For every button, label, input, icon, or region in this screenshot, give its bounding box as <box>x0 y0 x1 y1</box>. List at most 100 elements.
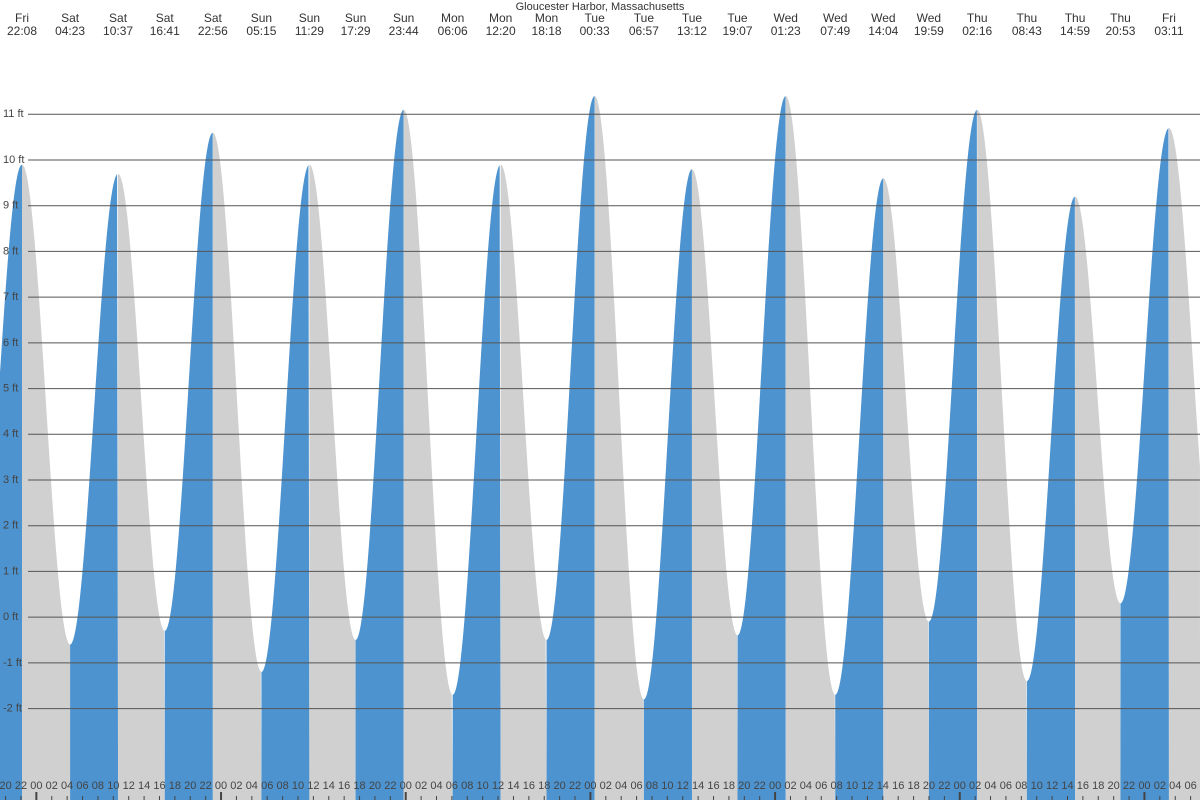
time-label: 01:23 <box>771 24 801 38</box>
hour-label: 10 <box>477 780 489 792</box>
hour-label: 02 <box>784 780 796 792</box>
hour-label: 16 <box>153 780 165 792</box>
hour-label: 04 <box>246 780 258 792</box>
hour-label: 18 <box>538 780 550 792</box>
day-label: Fri <box>15 11 29 25</box>
hour-label: 00 <box>584 780 596 792</box>
time-label: 17:29 <box>341 24 371 38</box>
hour-label: 16 <box>1077 780 1089 792</box>
day-label: Wed <box>871 11 895 25</box>
hour-label: 02 <box>46 780 58 792</box>
hour-label: 04 <box>615 780 627 792</box>
time-label: 23:44 <box>389 24 419 38</box>
time-label: 02:16 <box>962 24 992 38</box>
hour-label: 08 <box>646 780 658 792</box>
tide-area <box>691 169 738 800</box>
time-label: 04:23 <box>55 24 85 38</box>
time-label: 14:59 <box>1060 24 1090 38</box>
time-label: 07:49 <box>820 24 850 38</box>
time-label: 00:33 <box>580 24 610 38</box>
y-tick-label: 6 ft <box>3 337 18 349</box>
y-tick-label: 0 ft <box>3 611 18 623</box>
time-label: 06:57 <box>629 24 659 38</box>
hour-label: 18 <box>1092 780 1104 792</box>
hour-label: 06 <box>630 780 642 792</box>
tide-area <box>785 96 836 800</box>
hour-label: 16 <box>707 780 719 792</box>
time-label: 22:56 <box>198 24 228 38</box>
hour-label: 22 <box>569 780 581 792</box>
day-label: Mon <box>489 11 512 25</box>
tide-area <box>977 109 1027 800</box>
time-label: 19:59 <box>914 24 944 38</box>
hour-label: 06 <box>815 780 827 792</box>
time-label: 10:37 <box>103 24 133 38</box>
hour-label: 08 <box>1015 780 1027 792</box>
hour-label: 20 <box>369 780 381 792</box>
tide-area <box>355 109 404 800</box>
tide-area <box>1026 196 1076 800</box>
hour-label: 08 <box>831 780 843 792</box>
y-tick-label: 9 ft <box>3 200 18 212</box>
hour-label: 04 <box>61 780 73 792</box>
time-label: 12:20 <box>486 24 516 38</box>
day-label: Thu <box>967 11 988 25</box>
hour-label: 02 <box>600 780 612 792</box>
day-label: Wed <box>773 11 797 25</box>
tide-area <box>403 109 453 800</box>
y-tick-label: 3 ft <box>3 474 18 486</box>
y-tick-label: 10 ft <box>3 154 24 166</box>
hour-label: 10 <box>292 780 304 792</box>
hour-label: 00 <box>30 780 42 792</box>
hour-label: 12 <box>307 780 319 792</box>
hour-label: 04 <box>800 780 812 792</box>
hour-label: 00 <box>1138 780 1150 792</box>
hour-label: 12 <box>677 780 689 792</box>
y-tick-label: -2 ft <box>3 702 22 714</box>
tide-area <box>452 165 501 800</box>
hour-label: 20 <box>553 780 565 792</box>
hour-label: 02 <box>1154 780 1166 792</box>
time-label: 19:07 <box>722 24 752 38</box>
time-label: 05:15 <box>246 24 276 38</box>
time-label: 08:43 <box>1012 24 1042 38</box>
day-label: Thu <box>1065 11 1086 25</box>
tide-area <box>212 132 262 800</box>
hour-label: 22 <box>1123 780 1135 792</box>
tide-area <box>0 164 22 800</box>
hour-label: 20 <box>0 780 12 792</box>
tide-area <box>835 178 884 800</box>
hour-label: 20 <box>738 780 750 792</box>
tide-area <box>309 164 356 800</box>
tide-area <box>500 164 547 800</box>
day-label: Sun <box>345 11 366 25</box>
day-label: Tue <box>585 11 606 25</box>
y-tick-label: 5 ft <box>3 382 18 394</box>
hour-label: 14 <box>877 780 889 792</box>
tide-area <box>594 96 644 800</box>
tide-area <box>643 169 692 800</box>
hour-label: 20 <box>923 780 935 792</box>
hour-label: 08 <box>92 780 104 792</box>
time-label: 13:12 <box>677 24 707 38</box>
day-label: Tue <box>634 11 655 25</box>
y-tick-label: 8 ft <box>3 245 18 257</box>
time-label: 22:08 <box>7 24 37 38</box>
day-label: Sat <box>156 11 175 25</box>
hour-label: 10 <box>661 780 673 792</box>
tide-area <box>70 174 119 800</box>
hour-label: 22 <box>938 780 950 792</box>
hour-label: 20 <box>184 780 196 792</box>
hour-label: 02 <box>230 780 242 792</box>
hour-label: 06 <box>76 780 88 792</box>
hour-label: 18 <box>353 780 365 792</box>
day-label: Thu <box>1110 11 1131 25</box>
hour-label: 18 <box>907 780 919 792</box>
hour-label: 06 <box>446 780 458 792</box>
day-label: Tue <box>727 11 748 25</box>
day-label: Tue <box>682 11 703 25</box>
day-label: Wed <box>823 11 847 25</box>
hour-label: 22 <box>754 780 766 792</box>
